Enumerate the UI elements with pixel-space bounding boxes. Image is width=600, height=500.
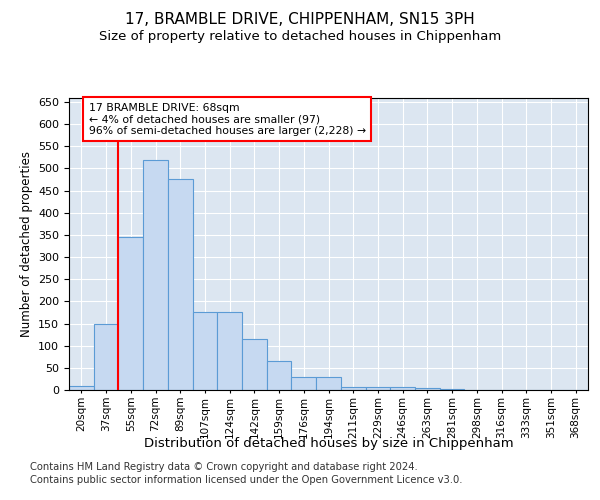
Bar [292,376,316,390]
Text: Size of property relative to detached houses in Chippenham: Size of property relative to detached ho… [99,30,501,43]
Bar [415,388,440,390]
Text: 17 BRAMBLE DRIVE: 68sqm
← 4% of detached houses are smaller (97)
96% of semi-det: 17 BRAMBLE DRIVE: 68sqm ← 4% of detached… [89,103,366,136]
Text: 17, BRAMBLE DRIVE, CHIPPENHAM, SN15 3PH: 17, BRAMBLE DRIVE, CHIPPENHAM, SN15 3PH [125,12,475,28]
Bar [69,386,94,390]
Bar [94,324,118,390]
Text: Contains HM Land Registry data © Crown copyright and database right 2024.: Contains HM Land Registry data © Crown c… [30,462,418,472]
Bar [143,160,168,390]
Text: Distribution of detached houses by size in Chippenham: Distribution of detached houses by size … [144,438,514,450]
Bar [118,237,143,390]
Bar [390,387,415,390]
Text: Contains public sector information licensed under the Open Government Licence v3: Contains public sector information licen… [30,475,463,485]
Bar [341,387,365,390]
Bar [365,387,390,390]
Bar [440,389,464,390]
Bar [168,180,193,390]
Bar [242,339,267,390]
Bar [193,312,217,390]
Y-axis label: Number of detached properties: Number of detached properties [20,151,32,337]
Bar [316,376,341,390]
Bar [267,361,292,390]
Bar [217,312,242,390]
